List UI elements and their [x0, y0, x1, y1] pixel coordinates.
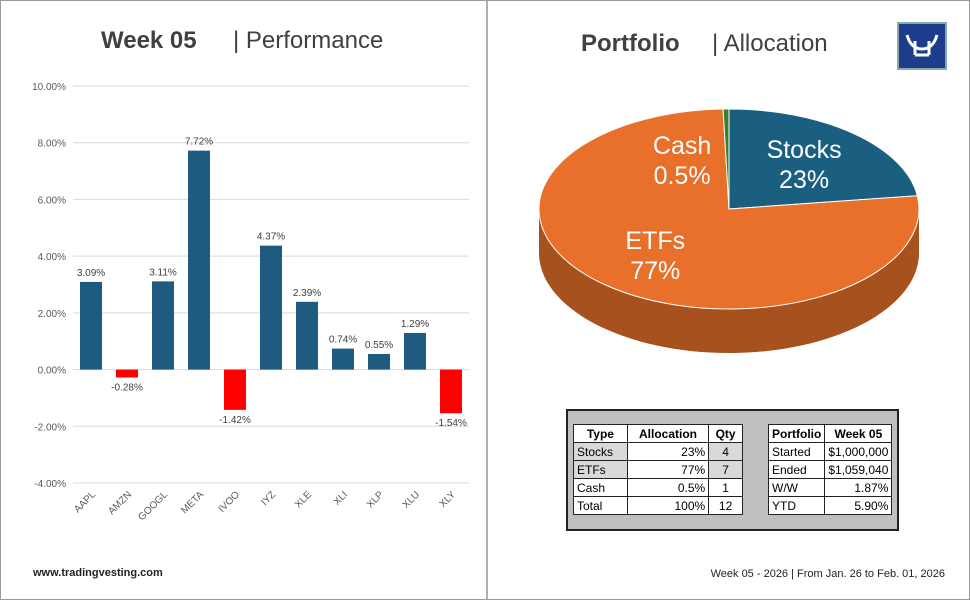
bar	[296, 301, 318, 370]
value-label: 1.29%	[401, 319, 429, 330]
table-cell: Cash	[573, 478, 628, 497]
bar	[116, 369, 138, 378]
value-label: 4.37%	[257, 232, 285, 243]
value-label: 0.55%	[365, 340, 393, 351]
chart-title: Week 05	[101, 27, 197, 54]
table-header: Qty	[708, 424, 743, 443]
y-tick-label: 8.00%	[38, 139, 66, 150]
logo	[897, 22, 947, 70]
table-cell: 100%	[626, 496, 710, 515]
bar	[80, 281, 102, 370]
pie-label: Stocks	[767, 136, 842, 164]
x-tick-label: IVOO	[217, 489, 243, 515]
bar	[332, 348, 354, 370]
y-tick-label: 0.00%	[38, 366, 66, 377]
table-cell: 5.90%	[824, 496, 893, 515]
x-tick-label: XLY	[437, 489, 458, 510]
pie-label: Cash	[653, 132, 711, 160]
bar	[224, 369, 246, 410]
bar	[260, 245, 282, 370]
value-label: 3.11%	[149, 267, 177, 278]
x-tick-label: XLE	[293, 489, 314, 510]
table-cell: $1,059,040	[824, 460, 893, 479]
portfolio-table: Portfolio Week 05 Started $1,000,000 Ended $1…	[767, 424, 893, 515]
table-header: Portfolio	[767, 424, 826, 443]
y-tick-label: 6.00%	[38, 195, 66, 206]
bar	[368, 353, 390, 370]
table-cell: YTD	[767, 496, 826, 515]
table-cell: W/W	[767, 478, 826, 497]
x-tick-label: XLI	[332, 489, 350, 507]
table-header: Type	[573, 424, 628, 443]
footer-website: www.tradingvesting.com	[32, 567, 163, 579]
value-label: 7.72%	[185, 137, 213, 148]
y-tick-label: 2.00%	[38, 309, 66, 320]
allocation-table: Type Allocation Qty Stocks 23% 4 ETFs 77% 7 Cash 0…	[573, 424, 743, 515]
x-tick-label: AMZN	[106, 489, 134, 517]
x-tick-label: META	[179, 489, 206, 516]
chart-subtitle: | Performance	[233, 27, 383, 54]
y-tick-label: 10.00%	[32, 82, 66, 93]
table-cell: 77%	[626, 460, 710, 479]
table-cell: 23%	[626, 442, 710, 461]
table-cell: Stocks	[573, 442, 628, 461]
x-tick-label: IYZ	[259, 489, 278, 508]
table-cell: Ended	[767, 460, 826, 479]
bar	[440, 369, 462, 414]
footer-period: Week 05 - 2026 | From Jan. 26 to Feb. 01…	[711, 568, 945, 580]
table-cell: $1,000,000	[824, 442, 893, 461]
value-label: -1.54%	[435, 418, 467, 429]
pie-slice	[728, 108, 918, 210]
chart-subtitle: | Allocation	[712, 30, 828, 57]
x-tick-label: GOOGL	[136, 489, 170, 523]
bar	[404, 332, 426, 370]
table-cell: Total	[573, 496, 628, 515]
pie-value-label: 23%	[779, 166, 829, 194]
table-cell: 4	[708, 442, 743, 461]
table-cell: 1	[708, 478, 743, 497]
bar	[188, 150, 210, 370]
table-header: Allocation	[626, 424, 710, 443]
table-cell: 1.87%	[824, 478, 893, 497]
pie-side	[539, 209, 919, 353]
pie-label: ETFs	[625, 227, 685, 255]
table-cell: ETFs	[573, 460, 628, 479]
value-label: -1.42%	[219, 415, 251, 426]
table-cell: 12	[708, 496, 743, 515]
pie-slice	[538, 108, 920, 310]
table-cell: Started	[767, 442, 826, 461]
pie-value-label: 0.5%	[654, 162, 711, 190]
x-tick-label: XLP	[365, 489, 386, 510]
x-tick-label: AAPL	[72, 489, 98, 515]
table-cell: 0.5%	[626, 478, 710, 497]
chart-title: Portfolio	[581, 30, 680, 57]
y-tick-label: 4.00%	[38, 252, 66, 263]
y-tick-label: -2.00%	[34, 422, 66, 433]
bar	[152, 281, 174, 370]
value-label: -0.28%	[111, 383, 143, 394]
table-cell: 7	[708, 460, 743, 479]
table-header: Week 05	[824, 424, 893, 443]
y-tick-label: -4.00%	[34, 479, 66, 490]
pie-slice	[722, 108, 730, 210]
x-tick-label: XLU	[401, 489, 423, 511]
value-label: 2.39%	[293, 288, 321, 299]
value-label: 0.74%	[329, 335, 357, 346]
value-label: 3.09%	[77, 268, 105, 279]
pie-value-label: 77%	[630, 257, 680, 285]
